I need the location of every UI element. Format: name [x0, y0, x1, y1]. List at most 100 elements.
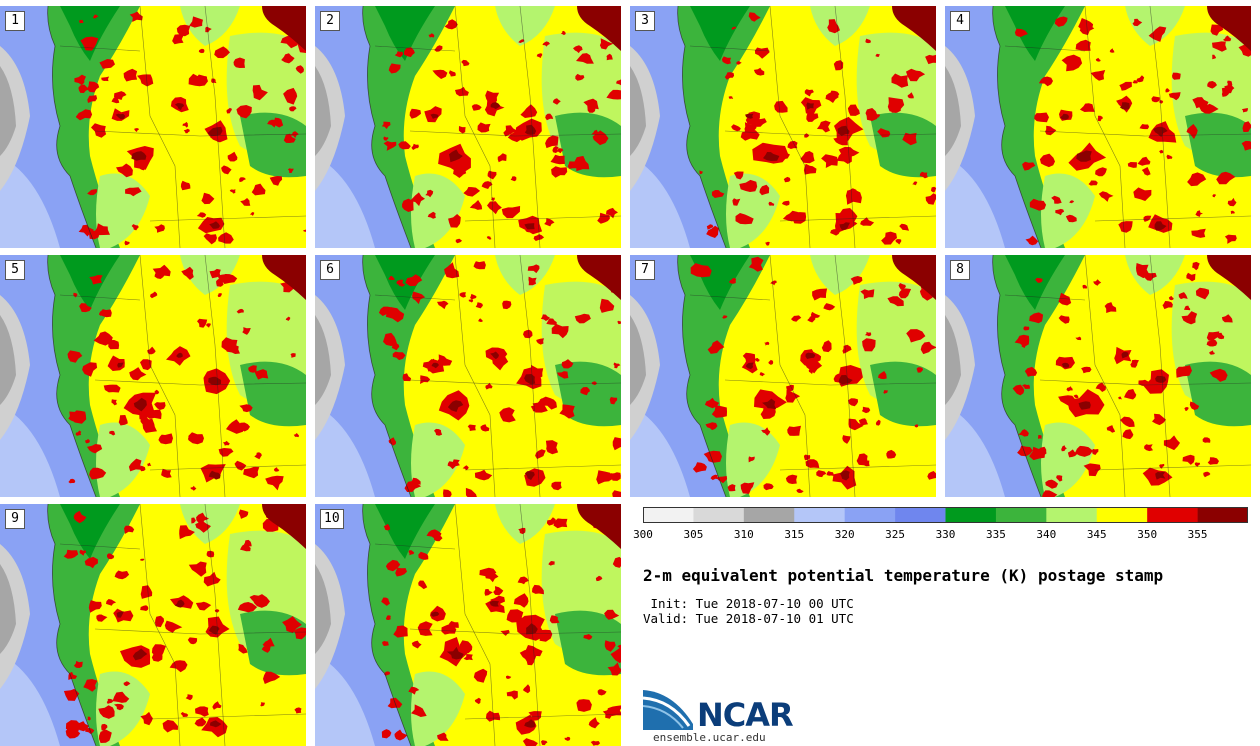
warm-anomaly [823, 303, 836, 311]
warm-anomaly [557, 148, 564, 154]
warm-anomaly [479, 567, 497, 577]
warm-anomaly [1191, 228, 1206, 238]
warm-anomaly [1184, 305, 1191, 311]
warm-anomaly [1014, 334, 1030, 347]
warm-anomaly [1141, 167, 1151, 176]
hot-core [209, 720, 222, 728]
panel-number: 1 [5, 11, 25, 31]
panel-3: 3 [630, 6, 936, 248]
state-border [464, 215, 621, 222]
warm-anomaly [1223, 35, 1232, 42]
light-green-region [495, 504, 555, 544]
warm-anomaly [1127, 162, 1137, 168]
hot-core [745, 113, 754, 119]
warm-anomaly [75, 109, 93, 121]
warm-anomaly [595, 575, 603, 582]
state-border [519, 504, 541, 746]
warm-anomaly [606, 207, 618, 219]
warm-anomaly [481, 181, 493, 189]
warm-anomaly [221, 337, 238, 351]
warm-anomaly [218, 232, 234, 244]
warm-anomaly [172, 34, 184, 45]
warm-anomaly [536, 53, 543, 58]
warm-anomaly [455, 238, 462, 244]
warm-anomaly [1122, 429, 1134, 440]
warm-anomaly [1090, 70, 1106, 81]
ocean-shelf [0, 405, 60, 497]
state-border [1004, 45, 1086, 52]
warm-anomaly [106, 698, 114, 704]
warm-anomaly [197, 318, 208, 328]
warm-anomaly [705, 422, 718, 431]
warm-anomaly [1034, 112, 1049, 123]
warm-anomaly [544, 218, 555, 227]
warm-anomaly [845, 189, 862, 205]
warm-anomaly [214, 46, 230, 59]
hot-core [524, 223, 535, 230]
hot-core [1076, 150, 1092, 162]
warm-anomaly [194, 717, 207, 727]
warm-anomaly [99, 59, 115, 69]
warm-anomaly [467, 424, 476, 431]
green-region [1185, 112, 1251, 178]
warm-anomaly [140, 711, 153, 726]
warm-anomaly [196, 212, 207, 218]
warm-anomaly [1230, 210, 1235, 215]
hot-core [838, 375, 853, 385]
warm-anomaly [821, 340, 832, 353]
warm-anomaly [574, 313, 591, 324]
warm-anomaly [462, 465, 469, 471]
warm-anomaly [891, 73, 909, 88]
warm-anomaly [553, 518, 568, 529]
warm-anomaly [1242, 121, 1251, 132]
warm-anomaly [234, 460, 247, 471]
warm-anomaly [1163, 435, 1180, 451]
warm-anomaly [1081, 366, 1092, 374]
warm-anomaly [85, 728, 95, 734]
warm-anomaly [833, 60, 844, 71]
warm-anomaly [101, 723, 108, 732]
warm-anomaly [716, 476, 728, 484]
map-7 [630, 255, 936, 497]
warm-anomaly [549, 615, 560, 624]
ocean-shelf [0, 654, 60, 746]
warm-anomaly [1224, 234, 1237, 244]
warm-anomaly [79, 303, 92, 313]
warm-anomaly [761, 427, 771, 436]
warm-anomaly [269, 176, 283, 186]
warm-anomaly [850, 276, 863, 285]
hot-core [115, 113, 126, 120]
warm-anomaly [711, 190, 725, 198]
warm-anomaly [151, 644, 166, 658]
warm-anomaly [1025, 235, 1039, 246]
light-green-region [96, 671, 150, 746]
warm-anomaly [583, 98, 599, 111]
warm-anomaly [1216, 171, 1236, 185]
warm-anomaly [732, 198, 741, 206]
warm-anomaly [180, 180, 191, 191]
warm-anomaly [612, 437, 621, 451]
green-region [240, 361, 306, 427]
hot-corner [892, 6, 936, 51]
warm-anomaly [236, 308, 244, 314]
cloud-dark-area [315, 66, 331, 156]
warm-anomaly [1012, 384, 1025, 396]
warm-anomaly [847, 104, 860, 116]
warm-anomaly [862, 338, 876, 352]
warm-anomaly [408, 550, 415, 556]
warm-anomaly [190, 485, 197, 491]
warm-anomaly [765, 241, 770, 246]
state-border [409, 628, 621, 635]
warm-anomaly [546, 318, 557, 326]
warm-anomaly [591, 381, 597, 386]
warm-anomaly [283, 87, 298, 105]
state-border [689, 45, 771, 52]
warm-anomaly [561, 359, 574, 369]
warm-anomaly [864, 331, 872, 337]
warm-anomaly [545, 135, 559, 149]
hot-core [209, 221, 220, 229]
hot-corner [1207, 6, 1251, 51]
warm-anomaly [931, 186, 936, 193]
warm-anomaly [473, 668, 488, 683]
colorbar-tick-label: 310 [733, 528, 754, 541]
